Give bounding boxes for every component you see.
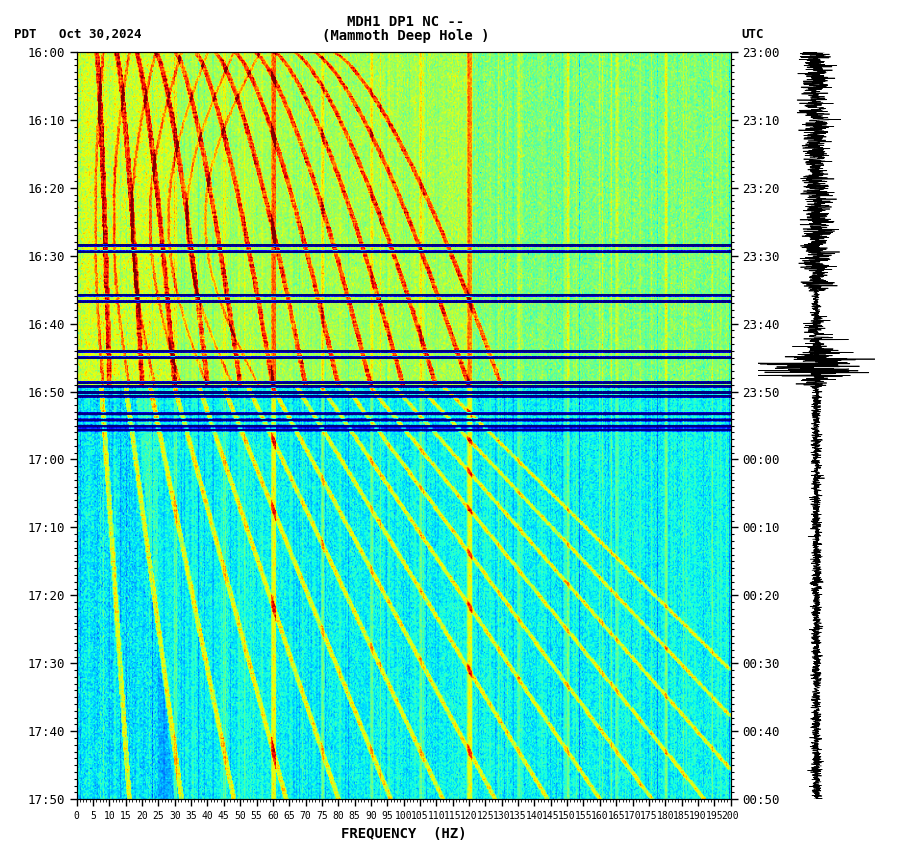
Text: (Mammoth Deep Hole ): (Mammoth Deep Hole ) <box>322 29 490 43</box>
Text: UTC: UTC <box>741 29 764 41</box>
X-axis label: FREQUENCY  (HZ): FREQUENCY (HZ) <box>341 827 466 841</box>
Text: MDH1 DP1 NC --: MDH1 DP1 NC -- <box>347 15 465 29</box>
Text: PDT   Oct 30,2024: PDT Oct 30,2024 <box>14 29 141 41</box>
